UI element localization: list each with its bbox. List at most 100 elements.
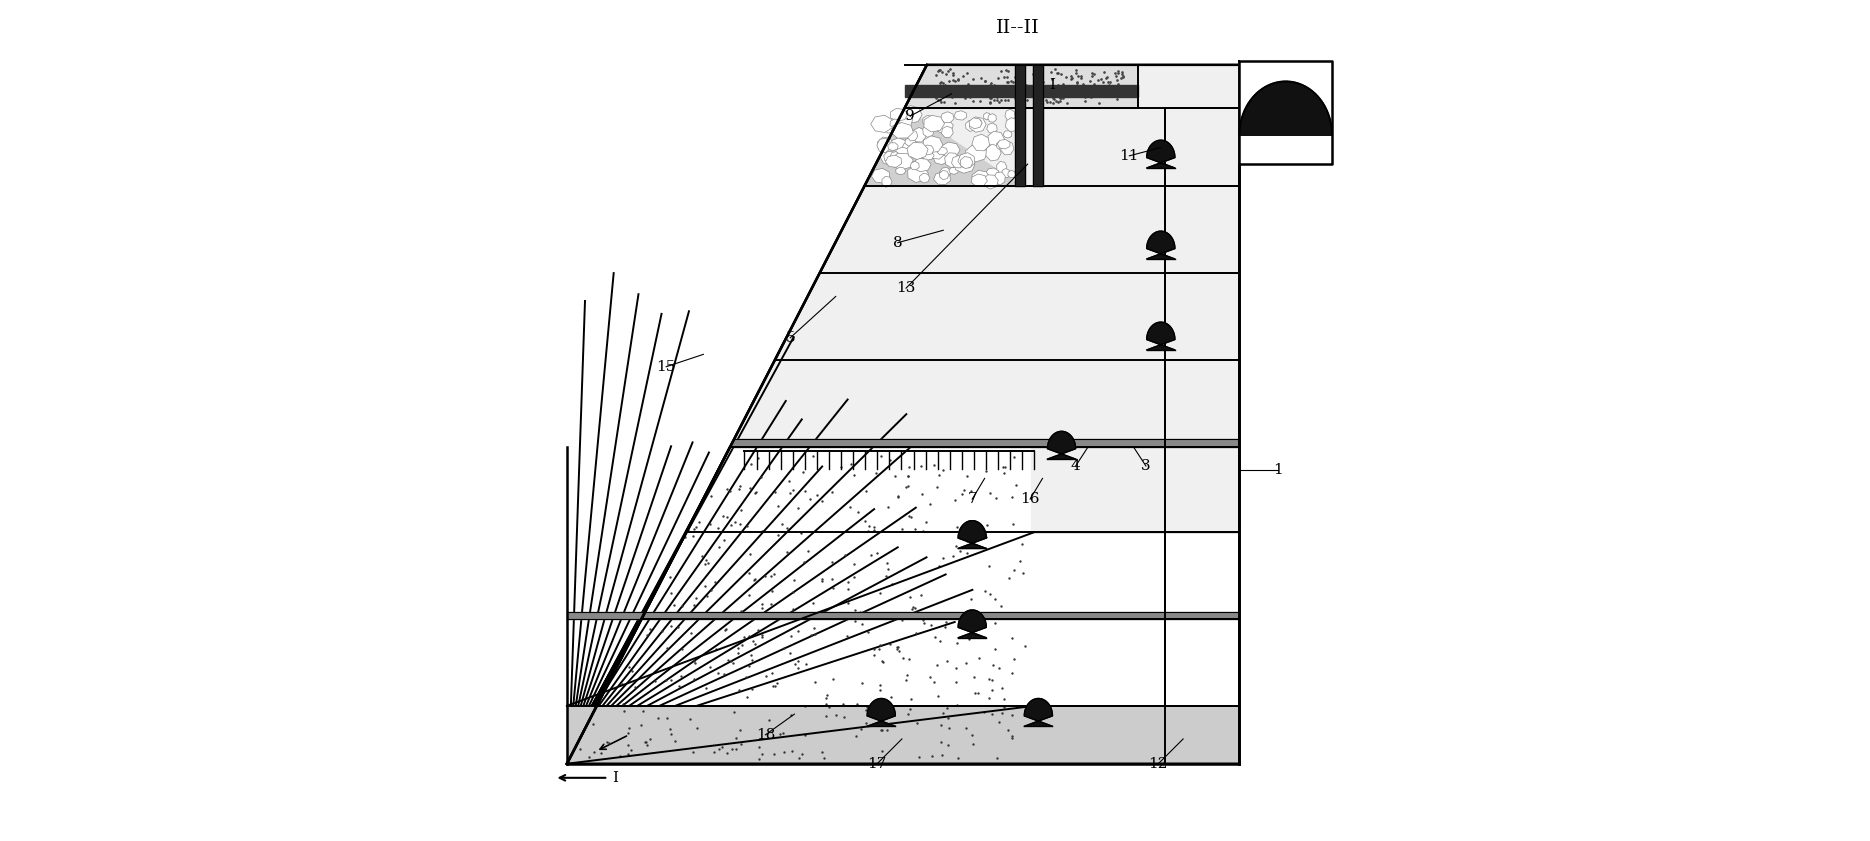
Text: 11: 11 <box>1120 149 1139 163</box>
Polygon shape <box>916 132 933 150</box>
Polygon shape <box>1004 109 1015 120</box>
Polygon shape <box>922 124 935 137</box>
Polygon shape <box>941 112 954 123</box>
Polygon shape <box>1015 65 1025 187</box>
Polygon shape <box>888 143 898 151</box>
Polygon shape <box>929 145 944 159</box>
Polygon shape <box>941 142 959 157</box>
Polygon shape <box>868 699 896 727</box>
Polygon shape <box>892 153 913 170</box>
Polygon shape <box>957 153 974 168</box>
Polygon shape <box>971 174 987 187</box>
Text: 12: 12 <box>1148 757 1169 770</box>
Polygon shape <box>877 138 890 153</box>
Text: 17: 17 <box>868 757 886 770</box>
Polygon shape <box>1002 130 1012 138</box>
Polygon shape <box>883 177 892 188</box>
Polygon shape <box>905 137 916 146</box>
Polygon shape <box>907 142 928 160</box>
Polygon shape <box>965 145 987 162</box>
Polygon shape <box>939 171 948 180</box>
Polygon shape <box>941 126 954 137</box>
Polygon shape <box>567 65 1240 764</box>
Polygon shape <box>883 121 899 133</box>
Polygon shape <box>1006 118 1019 131</box>
Polygon shape <box>890 108 907 121</box>
Polygon shape <box>985 168 999 178</box>
Polygon shape <box>924 115 944 132</box>
Polygon shape <box>948 167 959 174</box>
Polygon shape <box>952 156 965 168</box>
Polygon shape <box>913 128 926 142</box>
Polygon shape <box>972 135 989 151</box>
Polygon shape <box>993 172 1006 185</box>
Polygon shape <box>729 439 1240 447</box>
Polygon shape <box>971 117 985 132</box>
Polygon shape <box>1146 322 1174 350</box>
Polygon shape <box>1032 65 1042 187</box>
Polygon shape <box>954 111 967 120</box>
Text: 5: 5 <box>785 331 795 345</box>
Polygon shape <box>913 158 931 172</box>
Polygon shape <box>969 118 982 129</box>
Text: 4: 4 <box>1072 459 1081 473</box>
Polygon shape <box>987 123 997 133</box>
Polygon shape <box>985 144 1000 161</box>
Polygon shape <box>1002 168 1010 177</box>
Polygon shape <box>1146 140 1174 168</box>
Polygon shape <box>881 149 899 165</box>
Polygon shape <box>1047 431 1075 459</box>
Polygon shape <box>567 612 1240 619</box>
Polygon shape <box>997 140 1010 149</box>
Polygon shape <box>1240 61 1331 164</box>
Text: II--II: II--II <box>997 19 1040 37</box>
Text: 13: 13 <box>896 281 916 295</box>
Polygon shape <box>933 151 948 165</box>
Polygon shape <box>948 144 957 151</box>
Polygon shape <box>907 166 929 182</box>
Polygon shape <box>997 142 1002 149</box>
Polygon shape <box>686 65 1240 532</box>
Polygon shape <box>890 138 907 152</box>
Polygon shape <box>877 137 894 153</box>
Text: 8: 8 <box>894 235 903 250</box>
Text: 7: 7 <box>967 492 976 506</box>
Text: I: I <box>613 771 619 785</box>
Polygon shape <box>984 113 991 120</box>
Text: I: I <box>1049 77 1055 92</box>
Text: 18: 18 <box>755 727 776 742</box>
Polygon shape <box>871 168 890 183</box>
Polygon shape <box>871 115 892 133</box>
Polygon shape <box>885 155 901 167</box>
Polygon shape <box>890 151 899 161</box>
Polygon shape <box>885 151 898 163</box>
Polygon shape <box>1000 140 1014 155</box>
Text: 9: 9 <box>905 109 914 123</box>
Polygon shape <box>961 156 972 169</box>
Polygon shape <box>911 161 920 170</box>
Text: 3: 3 <box>1141 459 1150 473</box>
Polygon shape <box>896 147 911 159</box>
Polygon shape <box>984 175 999 189</box>
Polygon shape <box>864 108 1021 187</box>
Polygon shape <box>937 147 948 155</box>
Polygon shape <box>922 115 935 126</box>
Polygon shape <box>1146 231 1174 259</box>
Polygon shape <box>567 706 1240 764</box>
Polygon shape <box>965 120 976 131</box>
Polygon shape <box>907 130 918 141</box>
Polygon shape <box>997 161 1006 173</box>
Polygon shape <box>935 119 954 134</box>
Polygon shape <box>1240 82 1331 135</box>
Text: 1: 1 <box>1273 463 1283 477</box>
Polygon shape <box>941 167 950 178</box>
Text: 15: 15 <box>656 360 675 373</box>
Polygon shape <box>954 158 974 173</box>
Polygon shape <box>905 85 1137 97</box>
Polygon shape <box>905 65 1137 108</box>
Polygon shape <box>922 136 942 153</box>
Polygon shape <box>901 142 913 153</box>
Polygon shape <box>971 119 982 127</box>
Polygon shape <box>896 167 905 175</box>
Polygon shape <box>972 171 989 186</box>
